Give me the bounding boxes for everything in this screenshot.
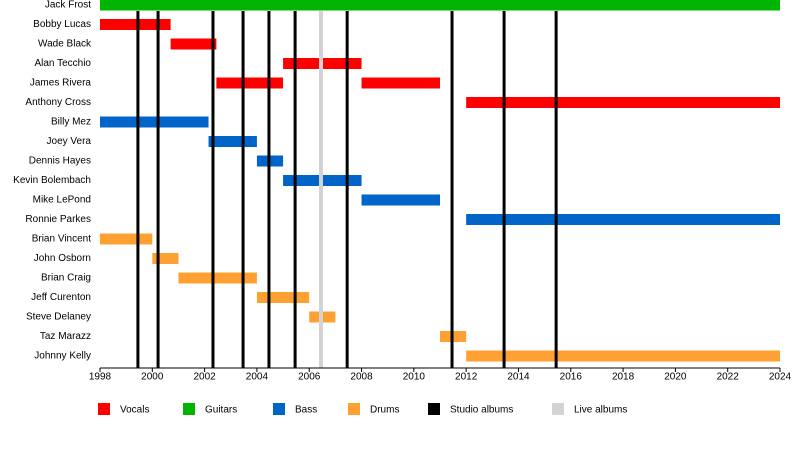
member-label: Joey Vera (47, 136, 92, 147)
membership-bar (100, 116, 209, 128)
membership-bar (216, 77, 284, 89)
legend-label: Live albums (574, 405, 627, 416)
legend-label: Guitars (205, 405, 237, 416)
member-label: Brian Craig (41, 273, 91, 284)
x-tick-label: 2020 (664, 372, 687, 383)
membership-bar (100, 19, 171, 30)
membership-bar (466, 214, 780, 225)
x-tick-label: 2022 (717, 372, 740, 383)
x-tick-label: 2002 (193, 372, 216, 383)
x-tick-label: 2004 (246, 372, 269, 383)
membership-bar (152, 253, 179, 264)
member-label: Bobby Lucas (33, 19, 91, 30)
membership-bar (466, 350, 780, 362)
member-label: James Rivera (30, 78, 92, 89)
member-label: Alan Tecchio (34, 58, 91, 69)
legend-swatch (428, 403, 440, 415)
member-label: Johnny Kelly (34, 351, 91, 362)
member-label: Ronnie Parkes (25, 214, 91, 225)
member-label: Brian Vincent (32, 234, 92, 245)
legend-label: Drums (370, 405, 399, 416)
member-label: Wade Black (38, 39, 92, 50)
membership-bar (256, 292, 310, 303)
legend-label: Vocals (120, 405, 149, 416)
member-label: John Osborn (34, 253, 91, 264)
member-label: Kevin Bolembach (13, 175, 91, 186)
legend-swatch (552, 403, 564, 415)
x-tick-label: 2008 (350, 372, 373, 383)
membership-bar (170, 38, 217, 50)
legend-swatch (273, 403, 285, 415)
membership-bar (100, 0, 780, 11)
x-tick-label: 2000 (141, 372, 164, 383)
legend-swatch (348, 403, 360, 415)
membership-bar (100, 233, 153, 245)
x-tick-label: 2024 (769, 372, 792, 383)
x-tick-label: 2016 (560, 372, 583, 383)
member-label: Steve Delaney (26, 312, 91, 323)
x-tick-label: 2014 (507, 372, 530, 383)
member-label: Jeff Curenton (31, 292, 91, 303)
member-label: Taz Marazz (40, 331, 91, 342)
membership-bar (178, 272, 257, 284)
legend-swatch (183, 403, 195, 415)
x-tick-label: 1998 (89, 372, 112, 383)
x-tick-label: 2006 (298, 372, 321, 383)
x-tick-label: 2010 (403, 372, 426, 383)
member-label: Dennis Hayes (29, 156, 91, 167)
membership-bar (361, 77, 440, 89)
membership-bar (208, 136, 257, 147)
legend-swatch (98, 403, 110, 415)
member-label: Anthony Cross (25, 97, 91, 108)
member-label: Jack Frost (45, 0, 91, 11)
member-label: Billy Mez (51, 117, 91, 128)
legend-label: Bass (295, 405, 317, 416)
x-tick-label: 2012 (455, 372, 478, 383)
member-label: Mike LePond (33, 195, 91, 206)
legend-label: Studio albums (450, 405, 513, 416)
membership-bar (466, 97, 780, 108)
x-tick-label: 2018 (612, 372, 635, 383)
membership-bar (361, 194, 440, 206)
